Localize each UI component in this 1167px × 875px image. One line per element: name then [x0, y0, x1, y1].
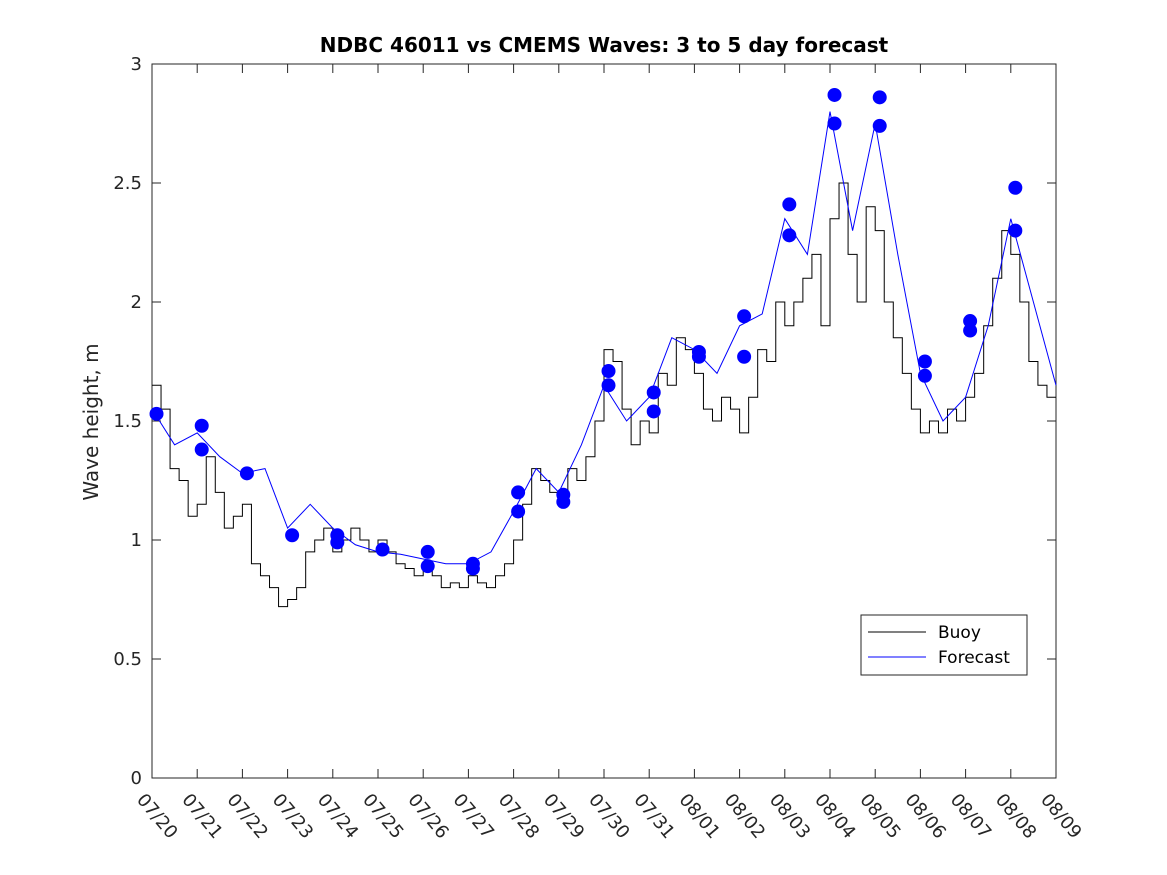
y-tick-label: 1: [131, 530, 142, 551]
y-tick-label: 1.5: [113, 411, 142, 432]
forecast-marker: [646, 385, 661, 400]
forecast-marker: [194, 442, 209, 457]
forecast-marker: [917, 368, 932, 383]
forecast-marker: [872, 90, 887, 105]
y-axis: 0 0.5 1 1.5 2 2.5 3: [113, 54, 1056, 789]
forecast-marker: [782, 197, 797, 212]
forecast-marker: [646, 404, 661, 419]
legend-box: [860, 614, 1028, 676]
forecast-marker: [1008, 223, 1023, 238]
forecast-marker: [149, 406, 164, 421]
forecast-marker: [239, 466, 254, 481]
forecast-marker: [375, 542, 390, 557]
y-tick-label: 2: [131, 292, 142, 313]
plot-area: 00.511.522.53 07/2007/2107/2207/2307/240…: [113, 54, 1085, 843]
forecast-marker: [420, 559, 435, 574]
y-tick-label: 3: [131, 54, 142, 75]
legend: Buoy Forecast: [860, 614, 1028, 676]
forecast-marker: [511, 504, 526, 519]
forecast-marker: [556, 494, 571, 509]
forecast-marker: [827, 116, 842, 131]
forecast-marker: [737, 309, 752, 324]
forecast-marker: [782, 228, 797, 243]
forecast-marker: [194, 418, 209, 433]
forecast-marker: [511, 485, 526, 500]
forecast-marker: [872, 118, 887, 133]
forecast-marker: [601, 364, 616, 379]
forecast-marker: [691, 349, 706, 364]
y-tick-label: 0: [131, 768, 142, 789]
y-axis-label: Wave height, m: [79, 343, 103, 500]
legend-buoy-label: Buoy: [938, 623, 981, 643]
chart-title: NDBC 46011 vs CMEMS Waves: 3 to 5 day fo…: [320, 33, 889, 57]
forecast-marker: [737, 349, 752, 364]
forecast-marker: [1008, 180, 1023, 195]
y-tick-label: 0.5: [113, 649, 142, 670]
forecast-marker: [420, 544, 435, 559]
forecast-marker: [601, 378, 616, 393]
forecast-marker: [917, 354, 932, 369]
legend-forecast-label: Forecast: [938, 648, 1010, 668]
forecast-marker: [285, 528, 300, 543]
marker-layer: [149, 87, 1023, 576]
forecast-marker: [330, 535, 345, 550]
y-tick-label: 2.5: [113, 173, 142, 194]
forecast-marker: [465, 561, 480, 576]
forecast-marker: [963, 323, 978, 338]
forecast-marker: [827, 87, 842, 102]
